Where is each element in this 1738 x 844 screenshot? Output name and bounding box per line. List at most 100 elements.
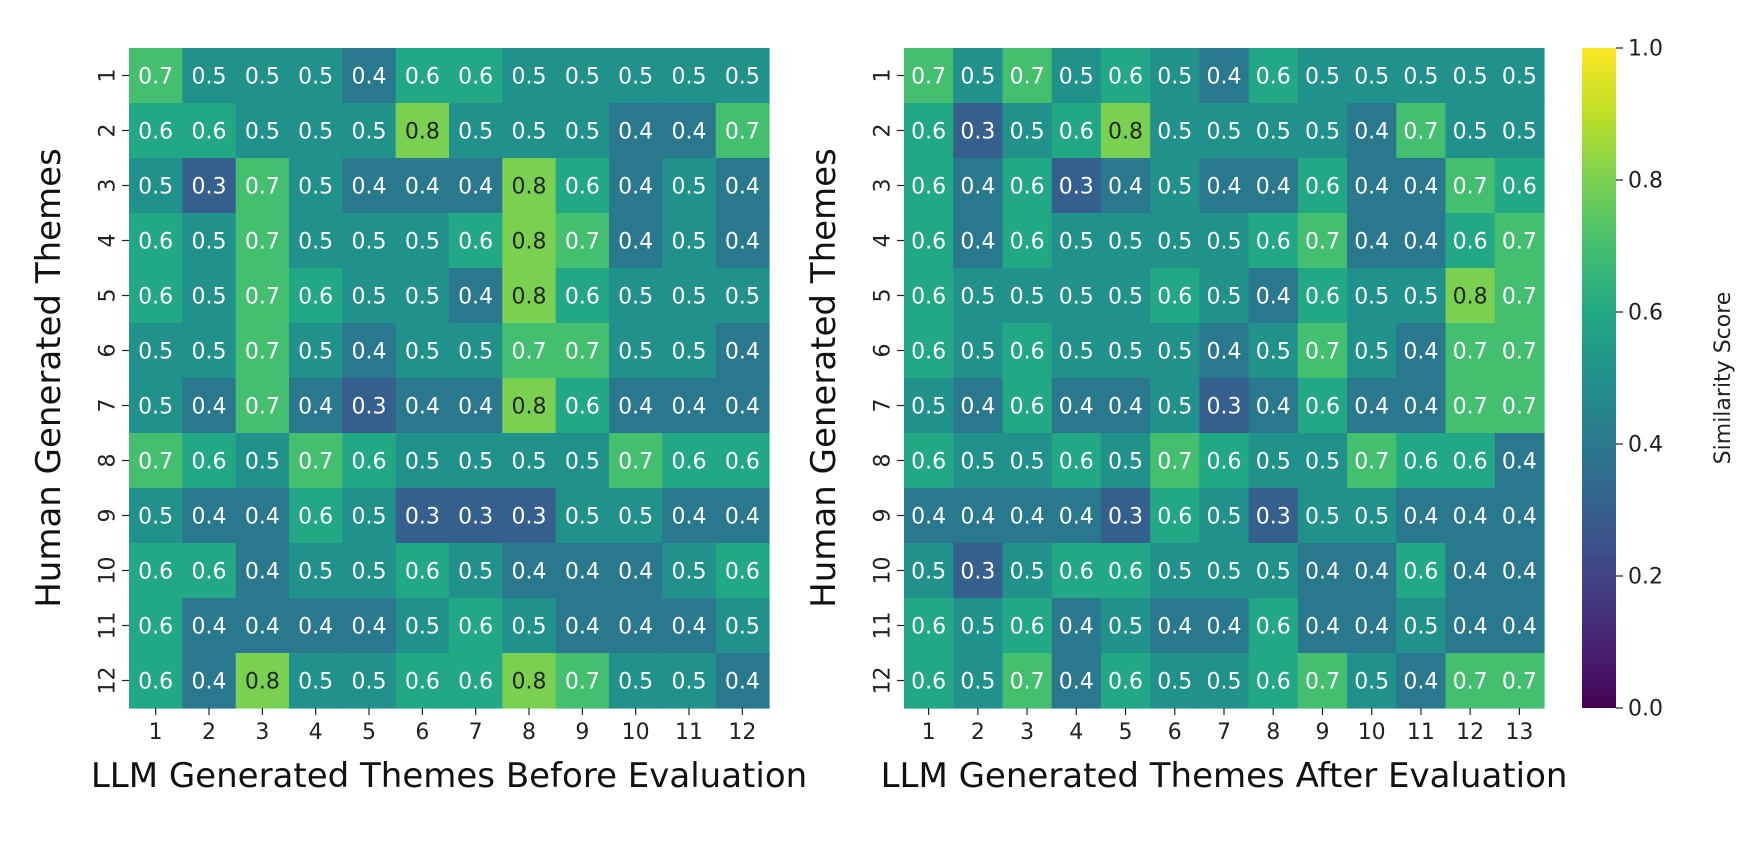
cell-value-label: 0.7 bbox=[1305, 340, 1340, 365]
cell-value-label: 0.7 bbox=[138, 65, 173, 90]
heatmap-cell bbox=[1100, 543, 1151, 599]
cell-value-label: 0.7 bbox=[245, 395, 280, 420]
y-tick-label: 3 bbox=[871, 179, 896, 193]
heatmap-cell bbox=[1347, 103, 1397, 159]
heatmap-cell bbox=[555, 433, 610, 489]
cell-value-label: 0.7 bbox=[512, 340, 547, 365]
cell-value-label: 0.7 bbox=[1010, 670, 1045, 695]
cell-value-label: 0.5 bbox=[1305, 450, 1340, 475]
cell-value-label: 0.3 bbox=[192, 175, 227, 200]
cell-value-label: 0.7 bbox=[245, 285, 280, 310]
x-tick-label: 3 bbox=[255, 720, 269, 745]
heatmap-cell bbox=[1396, 433, 1447, 489]
heatmap-cell bbox=[235, 268, 290, 324]
cell-value-label: 0.5 bbox=[725, 285, 760, 310]
heatmap-cell bbox=[555, 598, 610, 654]
heatmap-cell bbox=[1100, 598, 1151, 654]
colorbar-tick-label: 0.6 bbox=[1628, 301, 1663, 326]
heatmap-cell bbox=[1150, 48, 1200, 104]
x-tick-label: 1 bbox=[922, 720, 936, 745]
heatmap-cell bbox=[1347, 48, 1397, 104]
cell-value-label: 0.5 bbox=[1010, 450, 1045, 475]
heatmap-cell bbox=[395, 433, 450, 489]
cell-value-label: 0.7 bbox=[1453, 340, 1488, 365]
cell-value-label: 0.5 bbox=[405, 450, 440, 475]
y-tick-label: 2 bbox=[871, 124, 896, 138]
heatmap-cell bbox=[395, 378, 450, 434]
x-tick-label: 11 bbox=[675, 720, 703, 745]
heatmap-cell bbox=[129, 543, 183, 599]
heatmap-cell bbox=[289, 158, 343, 214]
cell-value-label: 0.7 bbox=[1502, 340, 1537, 365]
heatmap-cell bbox=[289, 48, 343, 104]
heatmap-cell bbox=[1199, 653, 1250, 709]
heatmap-cell bbox=[1002, 433, 1053, 489]
heatmap-cell bbox=[182, 48, 237, 104]
heatmap-cell bbox=[953, 268, 1004, 324]
y-tick-label: 3 bbox=[96, 179, 121, 193]
heatmap-cell bbox=[342, 213, 397, 269]
cell-value-label: 0.6 bbox=[458, 670, 493, 695]
heatmap-cell bbox=[129, 323, 183, 379]
heatmap-cell bbox=[1297, 213, 1348, 269]
heatmap-cell bbox=[395, 543, 450, 599]
cell-value-label: 0.3 bbox=[405, 505, 440, 530]
cell-value-label: 0.5 bbox=[1403, 615, 1438, 640]
heatmap-cell bbox=[449, 433, 503, 489]
cell-value-label: 0.5 bbox=[1305, 120, 1340, 145]
cell-value-label: 0.5 bbox=[352, 670, 387, 695]
cell-value-label: 0.5 bbox=[1207, 560, 1242, 585]
heatmap-cell bbox=[1248, 158, 1299, 214]
cell-value-label: 0.6 bbox=[1453, 230, 1488, 255]
cell-value-label: 0.5 bbox=[138, 340, 173, 365]
heatmap-cell bbox=[289, 433, 343, 489]
colorbar-tick-label: 1.0 bbox=[1628, 37, 1663, 62]
heatmap-cell bbox=[609, 268, 663, 324]
heatmap-cell bbox=[555, 323, 610, 379]
heatmap-cell bbox=[449, 268, 503, 324]
cell-value-label: 0.3 bbox=[960, 120, 995, 145]
cell-value-label: 0.4 bbox=[672, 505, 707, 530]
heatmap-cell bbox=[555, 268, 610, 324]
x-tick-label: 11 bbox=[1407, 720, 1435, 745]
heatmap-cell bbox=[1051, 653, 1102, 709]
y-tick-label: 6 bbox=[96, 344, 121, 358]
cell-value-label: 0.5 bbox=[245, 65, 280, 90]
cell-value-label: 0.5 bbox=[1108, 230, 1143, 255]
x-axis-title: LLM Generated Themes After Evaluation bbox=[881, 756, 1568, 796]
cell-value-label: 0.5 bbox=[1010, 120, 1045, 145]
heatmap-cell bbox=[449, 158, 503, 214]
cell-value-label: 0.5 bbox=[138, 175, 173, 200]
cell-value-label: 0.6 bbox=[1207, 450, 1242, 475]
cell-value-label: 0.5 bbox=[512, 65, 547, 90]
cell-value-label: 0.5 bbox=[960, 340, 995, 365]
cell-value-label: 0.4 bbox=[1403, 670, 1438, 695]
heatmap-cell bbox=[953, 323, 1004, 379]
cell-value-label: 0.8 bbox=[1453, 285, 1488, 310]
cell-value-label: 0.5 bbox=[1256, 450, 1291, 475]
heatmap-cell bbox=[904, 213, 954, 269]
cell-value-label: 0.6 bbox=[458, 230, 493, 255]
cell-value-label: 0.6 bbox=[1305, 285, 1340, 310]
cell-value-label: 0.4 bbox=[192, 615, 227, 640]
heatmap-cell bbox=[1396, 48, 1447, 104]
heatmap-cell bbox=[1445, 433, 1496, 489]
heatmap-cell bbox=[1002, 378, 1053, 434]
cell-value-label: 0.5 bbox=[1157, 230, 1192, 255]
heatmap-cell bbox=[953, 543, 1004, 599]
heatmap-cell bbox=[1347, 543, 1397, 599]
heatmap-cell bbox=[502, 543, 557, 599]
heatmap-cell bbox=[395, 48, 450, 104]
cell-value-label: 0.3 bbox=[1256, 505, 1291, 530]
cell-value-label: 0.4 bbox=[1108, 175, 1143, 200]
cell-value-label: 0.5 bbox=[298, 560, 333, 585]
heatmap-cell bbox=[182, 598, 237, 654]
heatmap-cell bbox=[904, 598, 954, 654]
heatmap-cell bbox=[662, 433, 717, 489]
x-tick-label: 4 bbox=[309, 720, 323, 745]
cell-value-label: 0.6 bbox=[192, 560, 227, 585]
y-tick-label: 4 bbox=[871, 234, 896, 248]
cell-value-label: 0.4 bbox=[725, 175, 760, 200]
cell-value-label: 0.5 bbox=[1305, 65, 1340, 90]
x-tick-label: 2 bbox=[971, 720, 985, 745]
